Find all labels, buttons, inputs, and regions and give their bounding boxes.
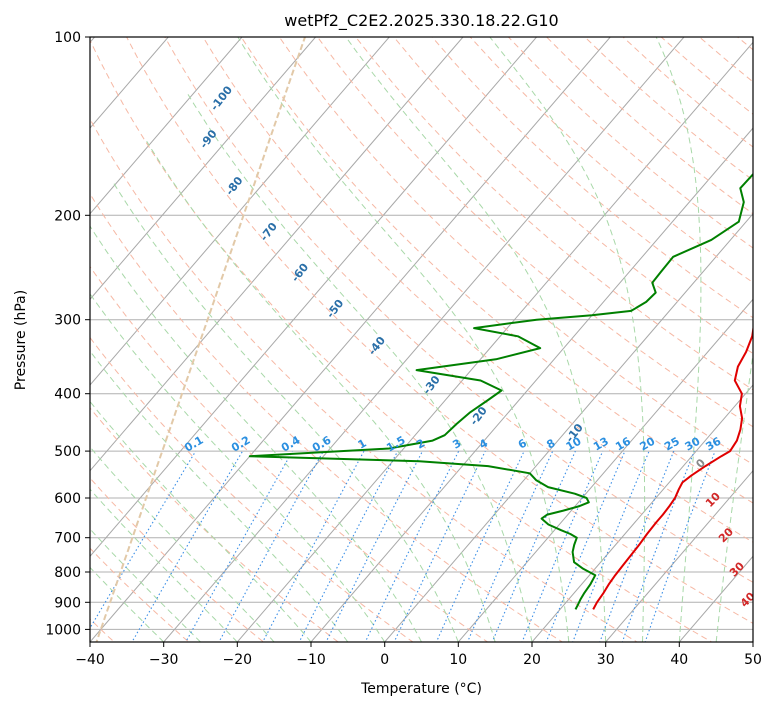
mixing-ratio-line-0	[90, 450, 197, 630]
moist-adiabat-15	[146, 141, 496, 642]
y-tick-label-6: 700	[54, 531, 81, 547]
isotherm--10	[310, 127, 753, 642]
plot-frame	[89, 36, 754, 643]
x-tick-label-7: 30	[597, 652, 615, 668]
moist-adiabat-40	[655, 37, 702, 642]
mixing-ratio-line-10	[466, 450, 554, 642]
dry-adiabat--10	[90, 407, 340, 642]
x-axis-ticks: −40 −30 −20 −10 0 10 20 30 40 50	[75, 642, 762, 668]
moist-adiabat--5	[90, 350, 349, 642]
x-tick-label-9: 50	[744, 652, 762, 668]
moist-adiabat--20	[90, 488, 238, 642]
mixing-ratio-line-13	[545, 450, 626, 642]
moist-adiabat-25	[237, 37, 570, 642]
mixing-ratio-line-4	[262, 450, 365, 642]
moist-adiabat--10	[90, 400, 312, 642]
dry-adiabat-10	[90, 265, 489, 642]
dry-adiabat-80	[240, 37, 753, 504]
isotherm--90	[90, 37, 243, 215]
dry-adiabat-60	[164, 37, 753, 583]
ice-saturation-line	[95, 37, 307, 642]
x-tick-label-0: −40	[75, 652, 105, 668]
moist-adiabat--25	[90, 528, 201, 642]
dry-adiabat-30	[90, 117, 638, 642]
isobar-lines	[90, 37, 753, 630]
y-axis-ticks: 100 200 300 400 500 600 700 800 900 1000	[45, 30, 90, 638]
moist-adiabat--15	[90, 446, 275, 642]
y-tick-label-9: 1000	[45, 622, 81, 638]
mixing-ratio-line-7	[364, 450, 460, 642]
mixing-ratio-line-2	[185, 450, 293, 642]
sounding-series	[248, 172, 753, 610]
isotherm-30	[605, 469, 753, 642]
moist-adiabat-30	[345, 37, 607, 642]
isotherm-20	[531, 384, 753, 642]
mixing-ratio-lines	[90, 450, 716, 642]
y-tick-label-1: 200	[54, 208, 81, 224]
y-tick-label-3: 400	[54, 387, 81, 403]
series-line-0	[592, 324, 753, 610]
y-tick-label-7: 800	[54, 565, 81, 581]
x-tick-label-3: −10	[296, 652, 326, 668]
x-axis-label: Temperature (°C)	[360, 681, 482, 697]
x-tick-label-1: −30	[149, 652, 179, 668]
dry-adiabat-20	[90, 193, 564, 642]
plot-area: 0.1 0.2 0.4 0.6 1 1.5 2 3 4 6 8 10 13 16 20 25 30 36-100-…	[90, 37, 753, 642]
isotherm-10	[457, 298, 753, 642]
moist-adiabat-10	[111, 180, 459, 642]
dry-adiabat-120	[393, 37, 753, 355]
moist-adiabat-5	[90, 225, 422, 642]
isotherm-0	[384, 212, 753, 642]
moist-adiabat-lines	[90, 37, 753, 642]
isotherm--20	[236, 41, 753, 642]
moist-adiabat-35	[489, 37, 646, 642]
dry-adiabat--20	[90, 477, 265, 642]
moist-adiabat-20	[187, 94, 533, 642]
mixing-ratio-line-12	[521, 450, 604, 642]
y-tick-label-4: 500	[54, 444, 81, 460]
x-tick-label-5: 10	[449, 652, 467, 668]
y-tick-label-8: 900	[54, 595, 81, 611]
moist-adiabat-45	[715, 350, 753, 642]
moist-adiabat-0	[90, 293, 386, 642]
dry-adiabat-0	[90, 336, 414, 642]
mixing-ratio-line-8	[393, 450, 486, 642]
dry-adiabat-70	[202, 37, 753, 543]
x-tick-label-8: 40	[670, 652, 688, 668]
series-line-1	[248, 172, 753, 610]
mixing-ratio-line-1	[131, 450, 244, 642]
dry-adiabat--30	[90, 547, 190, 642]
y-tick-label-0: 100	[54, 30, 81, 46]
dry-adiabat-110	[355, 37, 753, 391]
y-axis-label: Pressure (hPa)	[13, 290, 29, 390]
isotherm--60	[90, 37, 464, 472]
x-tick-label-4: 0	[380, 652, 389, 668]
mixing-ratio-line-11	[491, 450, 576, 642]
chart-title: wetPf2_C2E2.2025.330.18.22.G10	[284, 11, 558, 31]
y-tick-label-2: 300	[54, 313, 81, 329]
x-tick-label-6: 20	[523, 652, 541, 668]
y-tick-label-5: 600	[54, 491, 81, 507]
isotherm--50	[90, 37, 537, 558]
isotherm--70	[90, 37, 390, 386]
isotherm--30	[163, 37, 685, 642]
dry-adiabat-50	[126, 37, 753, 624]
moist-adiabat--30	[90, 566, 165, 642]
ice-line	[95, 37, 307, 642]
x-tick-label-2: −20	[223, 652, 253, 668]
mixing-ratio-line-3	[218, 450, 324, 642]
